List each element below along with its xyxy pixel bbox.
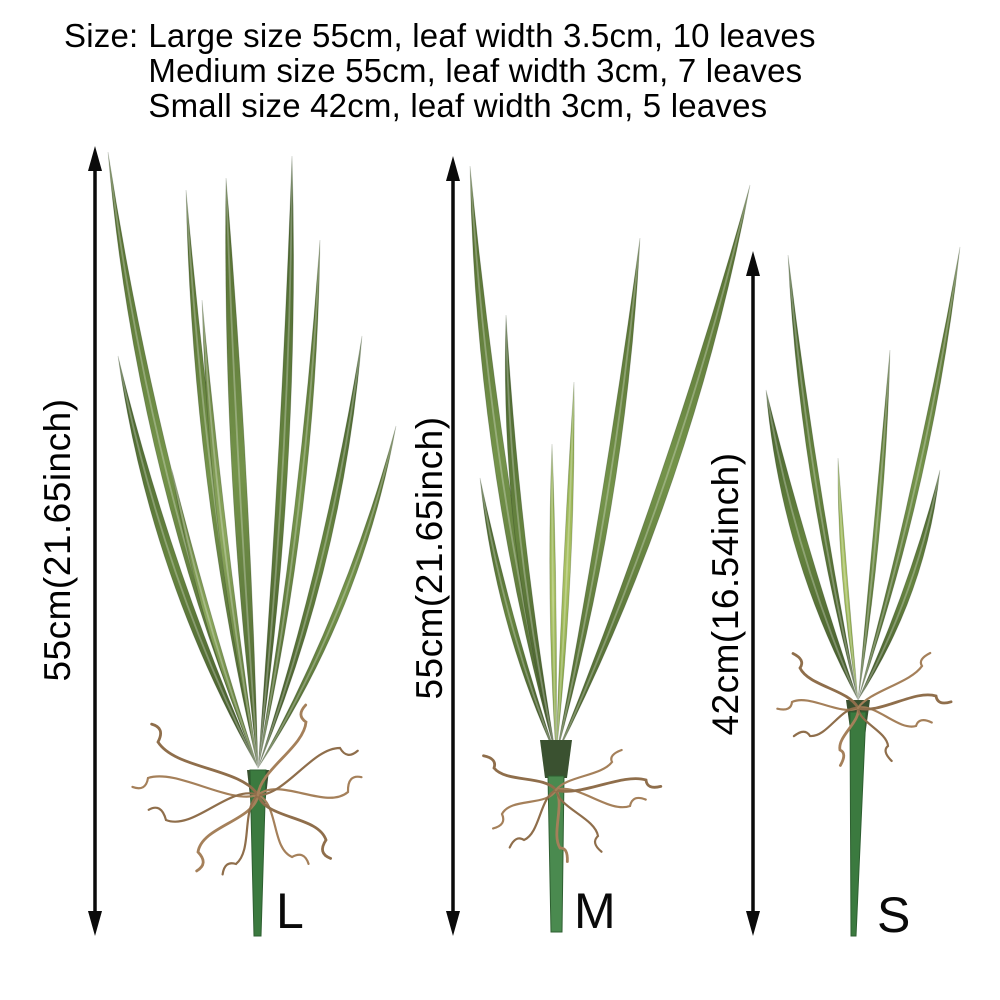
root xyxy=(482,754,558,792)
measure-label-small: 42cm(16.54inch) xyxy=(705,452,746,736)
size-letter-large: L xyxy=(276,883,304,939)
root xyxy=(856,706,893,763)
leaf-midrib xyxy=(857,349,891,701)
root xyxy=(838,706,860,767)
leaf-midrib xyxy=(837,457,859,701)
leaf-midrib xyxy=(257,335,363,769)
measure-arrow-large xyxy=(88,146,102,936)
leaf xyxy=(257,335,363,769)
leaf xyxy=(857,349,891,701)
leaf-midrib xyxy=(117,355,259,769)
root xyxy=(131,775,260,798)
leaf-midrib xyxy=(505,314,557,757)
root xyxy=(195,793,260,873)
leaf xyxy=(257,239,321,769)
leaf xyxy=(225,177,259,769)
leaf xyxy=(549,443,557,757)
leaf xyxy=(857,469,941,701)
leaf-midrib xyxy=(857,469,941,701)
root xyxy=(508,788,558,849)
root xyxy=(856,706,933,728)
size-letter-medium: M xyxy=(574,883,616,939)
root xyxy=(256,703,308,797)
root xyxy=(792,706,860,738)
leaf xyxy=(555,237,641,757)
leaf-midrib xyxy=(555,381,575,757)
measure-label-medium: 55cm(21.65inch) xyxy=(409,416,450,700)
leaf xyxy=(257,155,294,769)
leaf xyxy=(765,389,859,701)
leaf xyxy=(171,469,259,769)
root xyxy=(492,788,558,830)
root xyxy=(554,788,603,853)
root xyxy=(554,748,623,792)
size-letter-small: S xyxy=(877,887,911,943)
leaf-midrib xyxy=(201,299,259,769)
stem xyxy=(249,769,267,937)
root xyxy=(256,746,359,797)
leaf-midrib xyxy=(257,425,397,769)
leaf-midrib xyxy=(765,389,859,701)
size-line-medium: Medium size 55cm, leaf width 3cm, 7 leav… xyxy=(148,52,803,89)
measure-label-large: 55cm(21.65inch) xyxy=(37,398,78,682)
leaf xyxy=(479,477,557,757)
plant-large-image xyxy=(107,151,397,937)
root xyxy=(856,693,953,711)
root xyxy=(150,722,260,797)
size-description: Size: Large size 55cm, leaf width 3.5cm,… xyxy=(64,18,816,123)
root xyxy=(791,652,860,710)
measure-arrow-medium xyxy=(446,156,460,936)
size-lines: Large size 55cm, leaf width 3.5cm, 10 le… xyxy=(148,18,815,123)
plant-small-image xyxy=(765,246,961,937)
leaf xyxy=(787,254,859,701)
leaf-midrib xyxy=(555,237,641,757)
leaf xyxy=(504,314,557,757)
leaf-midrib xyxy=(787,254,859,701)
root xyxy=(776,699,860,711)
root xyxy=(554,777,663,793)
leaf-midrib xyxy=(551,443,557,757)
leaf xyxy=(857,246,961,701)
leaf xyxy=(837,457,859,701)
leaf xyxy=(117,355,259,769)
stem xyxy=(849,711,867,937)
leaf xyxy=(555,381,575,757)
leaf xyxy=(555,184,751,757)
size-line-large: Large size 55cm, leaf width 3.5cm, 10 le… xyxy=(148,17,816,54)
root xyxy=(221,793,260,876)
root xyxy=(256,793,333,860)
root xyxy=(147,792,260,823)
size-line-small: Small size 42cm, leaf width 3cm, 5 leave… xyxy=(148,87,768,124)
root xyxy=(856,651,932,710)
root xyxy=(554,788,569,863)
root xyxy=(256,775,363,799)
stem xyxy=(547,775,565,933)
size-label: Size: xyxy=(64,17,139,54)
leaf-midrib xyxy=(555,184,751,757)
leaf-midrib xyxy=(257,155,293,769)
measure-arrow-small xyxy=(746,251,760,936)
leaf-sheath xyxy=(540,740,572,778)
leaf-midrib xyxy=(225,177,259,769)
leaf-midrib xyxy=(479,477,557,757)
leaf-midrib xyxy=(171,469,259,769)
leaf xyxy=(257,425,397,769)
plant-medium-image xyxy=(469,165,751,933)
leaf-midrib xyxy=(857,246,961,701)
leaf xyxy=(201,299,259,769)
leaf-midrib xyxy=(257,239,321,769)
